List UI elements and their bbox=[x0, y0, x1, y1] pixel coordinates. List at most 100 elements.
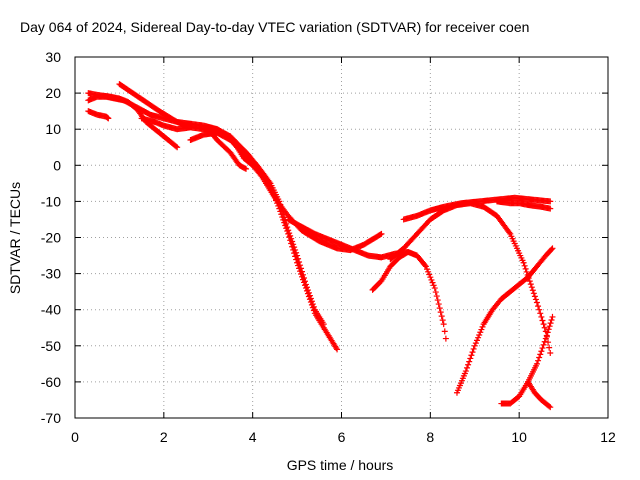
series-arc-13 bbox=[387, 200, 554, 357]
data-point bbox=[541, 338, 548, 345]
data-point bbox=[308, 301, 315, 308]
data-point bbox=[268, 186, 275, 193]
data-point bbox=[274, 200, 281, 207]
y-tick-label: -20 bbox=[41, 230, 61, 246]
data-point bbox=[547, 404, 554, 411]
data-point bbox=[426, 271, 433, 278]
data-point bbox=[286, 234, 293, 241]
data-point bbox=[430, 282, 437, 289]
data-point bbox=[299, 273, 306, 280]
data-point bbox=[549, 313, 556, 320]
data-point bbox=[104, 114, 111, 121]
data-point bbox=[540, 341, 547, 348]
data-point bbox=[462, 368, 469, 375]
data-point bbox=[478, 326, 485, 333]
data-point bbox=[422, 263, 429, 270]
data-point bbox=[541, 324, 548, 331]
data-point bbox=[289, 243, 296, 250]
data-point bbox=[475, 334, 482, 341]
data-point bbox=[544, 329, 551, 336]
data-point bbox=[105, 115, 112, 122]
data-point bbox=[300, 276, 307, 283]
x-axis-label: GPS time / hours bbox=[287, 457, 394, 473]
data-point bbox=[546, 323, 553, 330]
data-point bbox=[174, 144, 181, 151]
data-point bbox=[506, 229, 513, 236]
data-point bbox=[429, 279, 436, 286]
data-point bbox=[276, 205, 283, 212]
data-point bbox=[271, 194, 278, 201]
data-point bbox=[309, 304, 316, 311]
data-point bbox=[441, 328, 448, 335]
series-arc-10 bbox=[369, 248, 449, 342]
data-point bbox=[546, 344, 553, 351]
y-tick-label: -40 bbox=[41, 302, 61, 318]
data-point bbox=[548, 317, 555, 324]
y-tick-label: 30 bbox=[45, 49, 61, 65]
data-point bbox=[288, 240, 295, 247]
data-point bbox=[431, 285, 438, 292]
data-point bbox=[310, 307, 317, 314]
data-point bbox=[542, 335, 549, 342]
data-point bbox=[536, 354, 543, 361]
data-point bbox=[334, 346, 341, 353]
data-point bbox=[295, 262, 302, 269]
y-axis-label: SDTVAR / TECUs bbox=[7, 182, 23, 294]
x-tick-label: 2 bbox=[160, 429, 168, 445]
data-point bbox=[305, 293, 312, 300]
data-point bbox=[472, 340, 479, 347]
x-tick-label: 10 bbox=[511, 429, 527, 445]
data-point bbox=[173, 143, 180, 150]
data-point bbox=[284, 228, 291, 235]
data-point bbox=[470, 345, 477, 352]
data-point bbox=[292, 253, 299, 260]
data-point bbox=[530, 290, 537, 297]
data-point bbox=[267, 183, 274, 190]
data-point bbox=[421, 262, 428, 269]
data-point bbox=[522, 265, 529, 272]
series-arc-14 bbox=[453, 245, 556, 396]
data-point bbox=[293, 256, 300, 263]
data-point bbox=[290, 246, 297, 253]
data-point bbox=[291, 250, 298, 257]
data-points bbox=[85, 81, 556, 411]
data-point bbox=[435, 301, 442, 308]
data-point bbox=[466, 358, 473, 365]
data-point bbox=[241, 165, 248, 172]
x-tick-label: 4 bbox=[249, 429, 257, 445]
data-point bbox=[279, 214, 286, 221]
data-point bbox=[297, 268, 304, 275]
data-point bbox=[545, 326, 552, 333]
data-point bbox=[539, 317, 546, 324]
data-point bbox=[306, 296, 313, 303]
data-point bbox=[547, 198, 554, 205]
data-point bbox=[278, 211, 285, 218]
data-point bbox=[533, 360, 540, 367]
data-point bbox=[275, 202, 282, 209]
data-point bbox=[471, 342, 478, 349]
data-point bbox=[249, 162, 256, 169]
data-point bbox=[243, 165, 250, 172]
y-tick-label: -10 bbox=[41, 193, 61, 209]
x-tick-label: 6 bbox=[338, 429, 346, 445]
data-point bbox=[433, 293, 440, 300]
data-point bbox=[296, 265, 303, 272]
data-point bbox=[526, 278, 533, 285]
x-tick-label: 12 bbox=[600, 429, 616, 445]
data-point bbox=[538, 348, 545, 355]
data-point bbox=[479, 323, 486, 330]
data-point bbox=[377, 231, 384, 238]
data-point bbox=[468, 352, 475, 359]
data-point bbox=[535, 303, 542, 310]
data-point bbox=[294, 259, 301, 266]
data-point bbox=[537, 351, 544, 358]
series-arc-8 bbox=[205, 126, 250, 172]
data-point bbox=[378, 230, 385, 237]
series-arc-16 bbox=[525, 378, 554, 411]
data-point bbox=[301, 282, 308, 289]
y-tick-label: 20 bbox=[45, 85, 61, 101]
x-tick-label: 0 bbox=[71, 429, 79, 445]
data-point bbox=[298, 271, 305, 278]
data-point bbox=[437, 309, 444, 316]
